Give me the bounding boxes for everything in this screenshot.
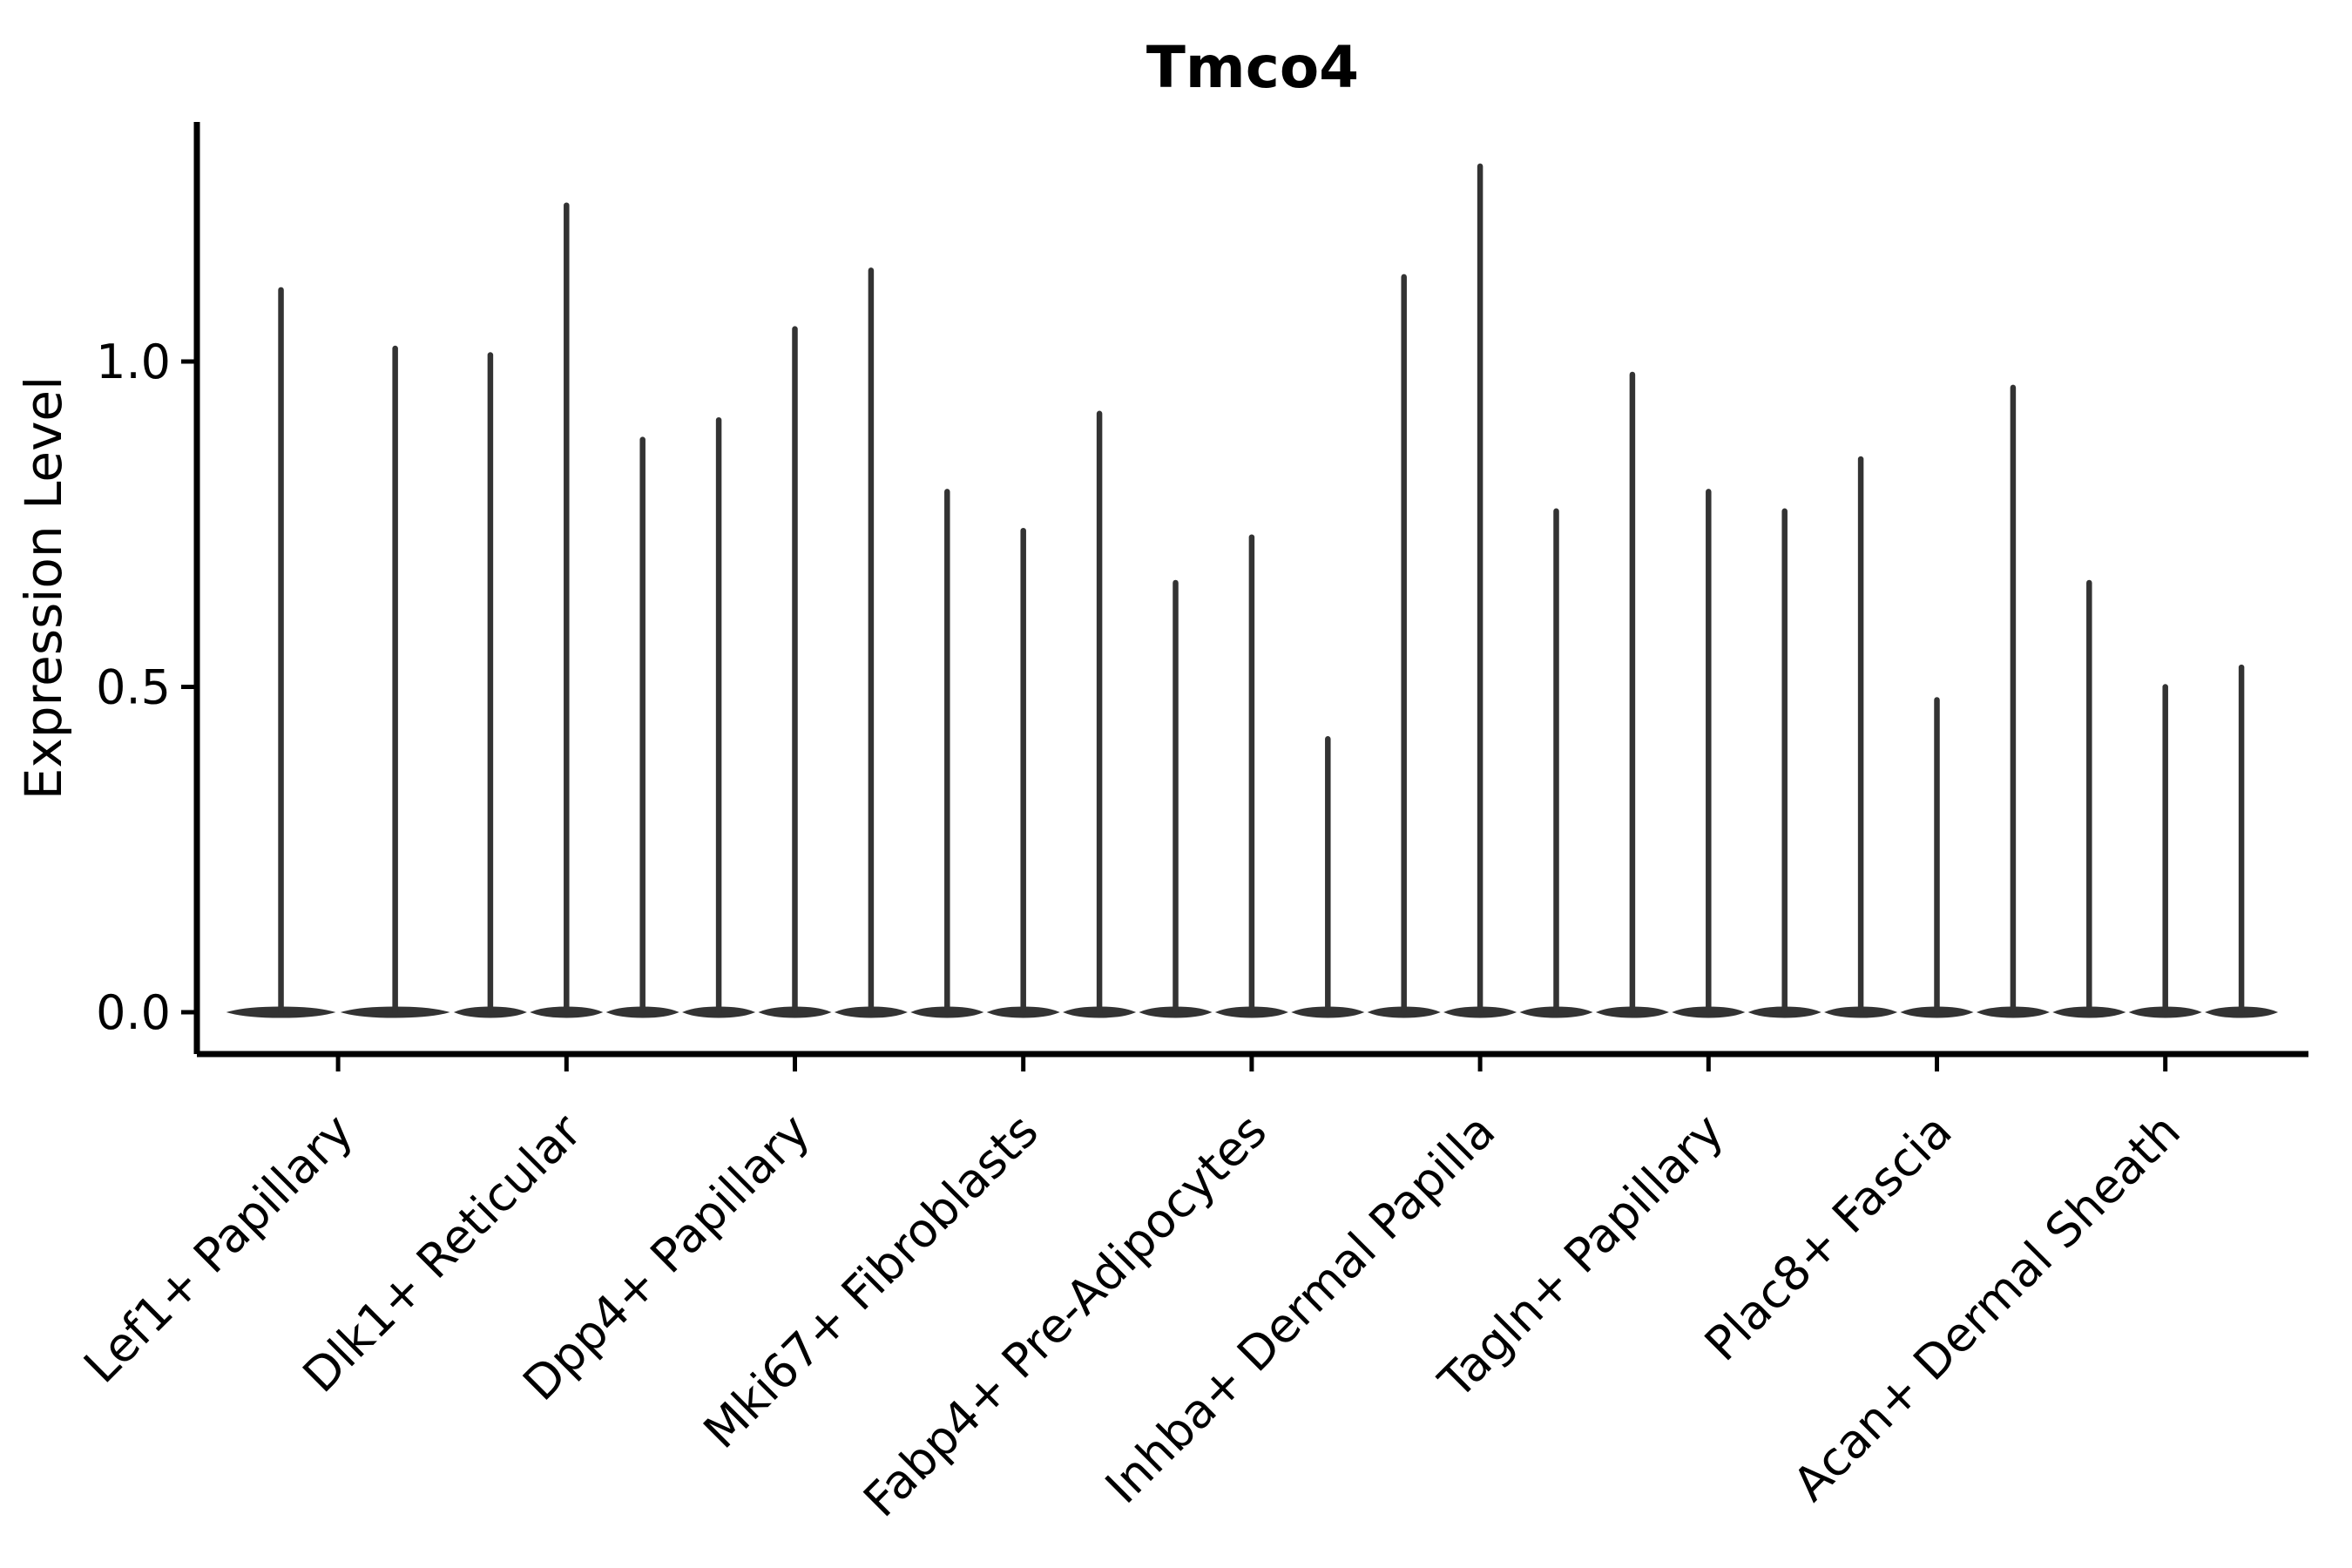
x-tick-label: Acan+ Dermal Sheath [1782, 1104, 2190, 1511]
x-tick-label: Fabp4+ Pre-Adipocytes [853, 1104, 1277, 1528]
x-tick-label: Inhba+ Dermal Papilla [1095, 1104, 1505, 1514]
y-tick-label: 0.5 [96, 660, 171, 715]
axes-layer [181, 122, 2308, 1071]
violins-layer [226, 163, 2279, 1018]
figure-title: Tmco4 [1146, 34, 1359, 101]
y-tick-label: 0.0 [96, 985, 171, 1040]
y-axis-title: Expression Level [14, 376, 73, 800]
x-tick-label: Plac8+ Fascia [1694, 1104, 1963, 1372]
y-tick-label: 1.0 [96, 335, 171, 389]
